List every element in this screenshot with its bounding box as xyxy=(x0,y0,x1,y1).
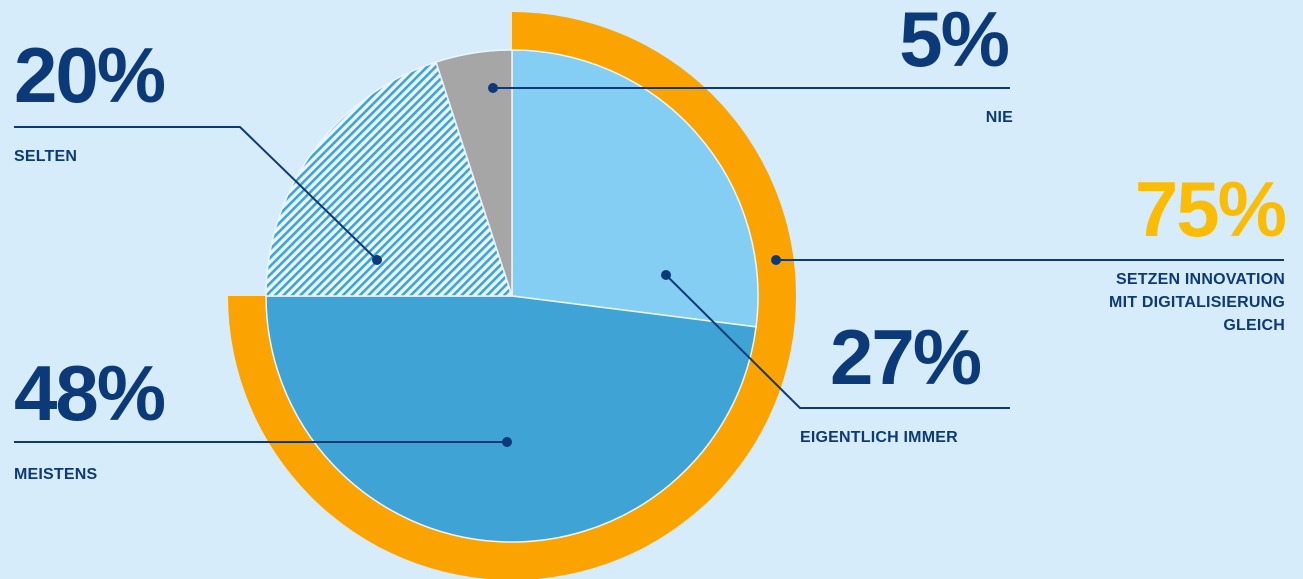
label-highlight-line-3: GLEICH xyxy=(1223,317,1285,335)
pie-slice-nie xyxy=(435,49,513,297)
pie-slice-meistens xyxy=(265,295,757,543)
selten-leader-line xyxy=(14,126,378,261)
label-highlight: SETZEN INNOVATION MIT DIGITALISIERUNG GL… xyxy=(1109,268,1285,338)
pct-highlight: 75% xyxy=(1134,165,1287,253)
pie-slice-selten xyxy=(265,61,514,297)
selten-leader-dot xyxy=(372,255,382,265)
label-nie: NIE xyxy=(985,109,1013,126)
pct-eigentlich-immer: 27% xyxy=(830,313,982,401)
label-eigentlich-immer: EIGENTLICH IMMER xyxy=(800,429,958,446)
pct-meistens: 48% xyxy=(14,349,166,437)
highlight-leader-dot xyxy=(771,255,781,265)
nie-leader-dot xyxy=(488,83,498,93)
meistens-leader-dot xyxy=(502,437,512,447)
eigentlich-immer-leader-dot xyxy=(661,270,671,280)
label-selten: SELTEN xyxy=(14,148,78,165)
pct-selten: 20% xyxy=(14,31,166,119)
pie-slice-eigentlich-immer xyxy=(511,49,759,328)
eigentlich-immer-leader-line xyxy=(665,274,1010,409)
label-meistens: MEISTENS xyxy=(14,466,98,483)
label-highlight-line-2: MIT DIGITALISIERUNG xyxy=(1109,294,1285,312)
pct-nie: 5% xyxy=(899,0,1010,83)
label-highlight-line-1: SETZEN INNOVATION xyxy=(1115,271,1285,288)
